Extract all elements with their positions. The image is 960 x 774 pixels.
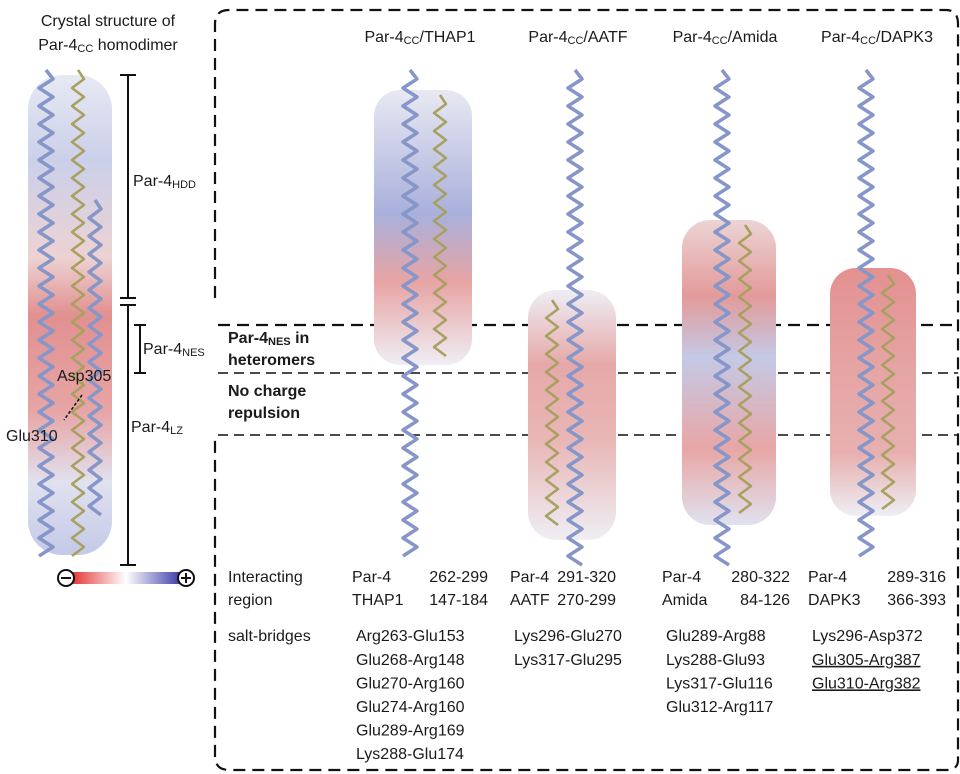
region-protein: Par-4 bbox=[352, 569, 391, 586]
helix bbox=[37, 68, 55, 558]
text-part: in bbox=[291, 330, 310, 347]
region-range: 84-126 bbox=[740, 592, 790, 609]
region-range: 270-299 bbox=[557, 592, 616, 609]
domain-label: Par-4HDD bbox=[133, 173, 196, 191]
zone-label: No charge bbox=[228, 383, 306, 400]
salt-bridge: Glu268-Arg148 bbox=[356, 652, 465, 669]
domain-label: Par-4LZ bbox=[131, 419, 183, 437]
complex-title: Par-4CC/Amida bbox=[673, 29, 778, 47]
salt-bridge: Lys288-Glu174 bbox=[356, 746, 464, 763]
text-part: /Amida bbox=[728, 29, 778, 46]
region-range: 280-322 bbox=[731, 569, 790, 586]
text-part: Par-4 bbox=[821, 29, 860, 46]
region-protein: Par-4 bbox=[510, 569, 549, 586]
charge-scale-ends bbox=[57, 569, 195, 587]
text-part: /AATF bbox=[583, 29, 627, 46]
region-protein: Par-4 bbox=[662, 569, 701, 586]
helix bbox=[880, 274, 896, 510]
region-range: 291-320 bbox=[557, 569, 616, 586]
region-range: 289-316 bbox=[887, 569, 946, 586]
complex-title: Par-4CC/THAP1 bbox=[364, 29, 475, 47]
text-part: Par-4 bbox=[38, 37, 77, 54]
text-part: Par-4 bbox=[673, 29, 712, 46]
region-protein: Amida bbox=[662, 592, 707, 609]
region-protein: THAP1 bbox=[352, 592, 404, 609]
salt-bridge: Glu312-Arg117 bbox=[666, 699, 773, 716]
helix bbox=[70, 69, 86, 557]
residue-label: Asp305 bbox=[57, 368, 111, 385]
text-part: Par-4 bbox=[143, 341, 182, 358]
surface bbox=[682, 220, 776, 525]
subscript: CC bbox=[712, 35, 728, 47]
subscript: NES bbox=[182, 347, 205, 359]
region-protein: AATF bbox=[510, 592, 550, 609]
text-part: Par-4 bbox=[133, 173, 172, 190]
region-range: 262-299 bbox=[429, 569, 488, 586]
text-part: /DAPK3 bbox=[876, 29, 933, 46]
zone-label: repulsion bbox=[228, 405, 300, 422]
subscript: HDD bbox=[172, 179, 196, 191]
region-range: 147-184 bbox=[429, 592, 488, 609]
helix bbox=[544, 299, 560, 526]
salt-bridge: Lys296-Glu270 bbox=[514, 628, 622, 645]
helices bbox=[37, 68, 896, 567]
brackets bbox=[120, 74, 146, 566]
salt-bridge: Glu274-Arg160 bbox=[356, 699, 465, 716]
helix bbox=[857, 68, 875, 558]
salt-bridge: Glu310-Arg382 bbox=[812, 675, 921, 692]
row-label: salt-bridges bbox=[228, 628, 311, 645]
region-range: 366-393 bbox=[887, 592, 946, 609]
zone-label: Par-4NES in bbox=[228, 330, 309, 348]
region-protein: Par-4 bbox=[808, 569, 847, 586]
text-part: Par-4 bbox=[131, 419, 170, 436]
frame bbox=[213, 8, 960, 772]
text-part: Par-4 bbox=[528, 29, 567, 46]
text-part: Par-4 bbox=[364, 29, 403, 46]
complex-title: Par-4CC/DAPK3 bbox=[821, 29, 933, 47]
panel-title: Crystal structure of bbox=[41, 13, 176, 30]
salt-bridge: Lys296-Asp372 bbox=[812, 628, 923, 645]
salt-bridge: Lys317-Glu295 bbox=[514, 652, 622, 669]
region-protein: DAPK3 bbox=[808, 592, 861, 609]
helix bbox=[713, 68, 731, 567]
panel-title: Par-4CC homodimer bbox=[38, 37, 178, 55]
helix bbox=[87, 199, 103, 517]
subscript: CC bbox=[568, 35, 584, 47]
salt-bridge: Glu270-Arg160 bbox=[356, 675, 465, 692]
subscript: CC bbox=[77, 43, 93, 55]
salt-bridge: Arg263-Glu153 bbox=[356, 628, 465, 645]
helix bbox=[432, 94, 448, 357]
helix bbox=[401, 68, 419, 558]
helix bbox=[566, 68, 584, 567]
row-label: region bbox=[228, 592, 272, 609]
complex-title: Par-4CC/AATF bbox=[528, 29, 627, 47]
salt-bridge: Lys288-Glu93 bbox=[666, 652, 765, 669]
text-part: homodimer bbox=[93, 37, 178, 54]
charge-scale bbox=[66, 572, 186, 584]
salt-bridge: Lys317-Glu116 bbox=[666, 675, 773, 692]
salt-bridge: Glu289-Arg88 bbox=[666, 628, 766, 645]
salt-bridge-link bbox=[63, 394, 83, 421]
salt-bridge: Glu305-Arg387 bbox=[812, 652, 921, 669]
row-label: Interacting bbox=[228, 569, 303, 586]
salt-bridge: Glu289-Arg169 bbox=[356, 723, 465, 740]
surface bbox=[374, 90, 472, 365]
text-part: /THAP1 bbox=[420, 29, 476, 46]
residue-label: Glu310 bbox=[6, 428, 58, 445]
surface bbox=[830, 268, 916, 516]
domain-label: Par-4NES bbox=[143, 341, 205, 359]
zone-label: heteromers bbox=[228, 352, 315, 369]
subscript: NES bbox=[268, 336, 291, 348]
subscript: CC bbox=[860, 35, 876, 47]
subscript: LZ bbox=[170, 425, 183, 437]
helix bbox=[737, 224, 753, 514]
text-part: Par-4 bbox=[228, 330, 268, 347]
subscript: CC bbox=[404, 35, 420, 47]
